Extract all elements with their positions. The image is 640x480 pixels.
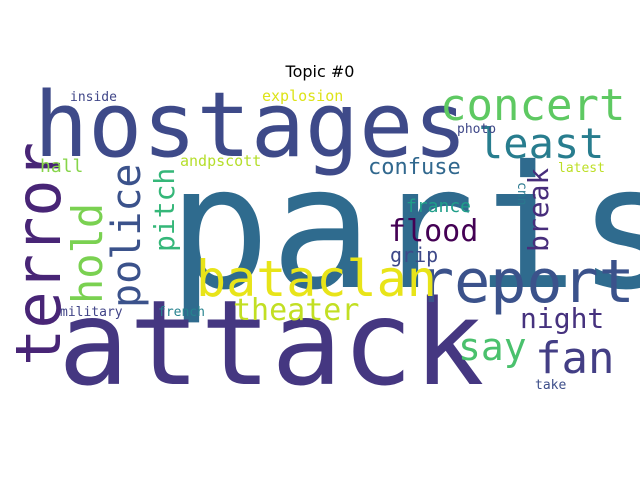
word-cnn: cnn — [514, 182, 529, 205]
word-police: police — [104, 164, 150, 309]
word-take: take — [535, 378, 566, 393]
word-bataclan: bataclan — [196, 250, 437, 308]
word-france: france — [406, 196, 471, 217]
word-concert: concert — [440, 80, 625, 131]
word-hall: hall — [40, 156, 83, 177]
word-confuse: confuse — [368, 155, 461, 180]
word-hold: hold — [63, 203, 112, 304]
word-inside: inside — [70, 90, 117, 105]
word-paris: paris — [168, 130, 640, 328]
word-least: least — [478, 119, 604, 168]
word-attack: attack — [58, 274, 484, 412]
word-pitch: pitch — [148, 168, 181, 252]
word-report: report — [418, 247, 635, 317]
word-military: military — [60, 305, 123, 320]
word-theater: theater — [233, 293, 359, 328]
word-grip: grip — [390, 243, 438, 267]
word-explosion: explosion — [262, 87, 343, 105]
figure-title: Topic #0 — [285, 62, 355, 81]
word-terror: terror — [2, 142, 75, 366]
word-photo: photo — [457, 122, 496, 137]
word-break: break — [522, 168, 555, 252]
word-flood: flood — [388, 214, 478, 249]
word-andpscott: andpscott — [180, 152, 261, 170]
word-french: french — [158, 305, 205, 320]
word-latest: latest — [558, 161, 605, 176]
word-say: say — [458, 325, 527, 369]
word-night: night — [520, 302, 604, 335]
word-fan: fan — [535, 333, 614, 384]
word-hostages: hostages — [34, 73, 467, 178]
